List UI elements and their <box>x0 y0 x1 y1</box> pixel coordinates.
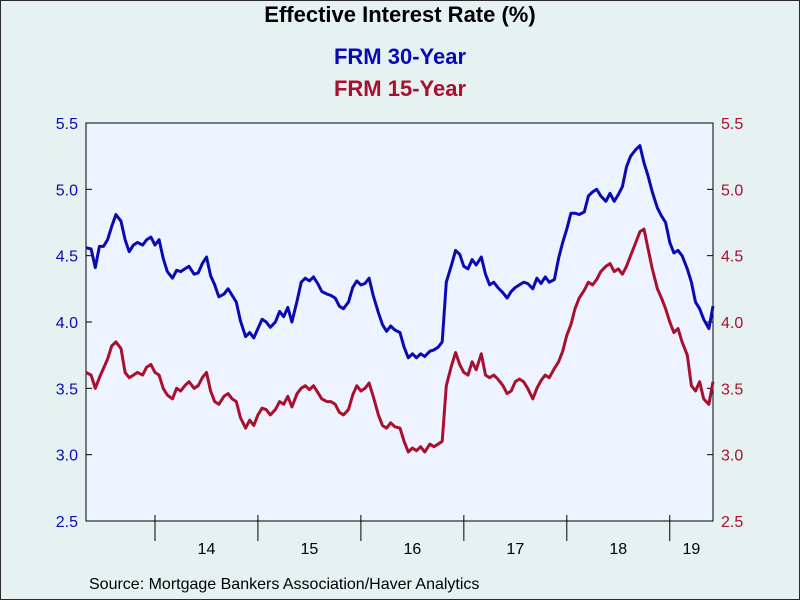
y-tick-label-right: 5.0 <box>721 182 743 199</box>
chart-title: Effective Interest Rate (%) <box>264 2 536 27</box>
legend-entry-frm-30-year: FRM 30-Year <box>333 44 467 69</box>
y-tick-label-right: 4.0 <box>721 315 743 332</box>
series-line-frm-15-year <box>85 227 715 454</box>
y-tick-label-right: 3.5 <box>721 381 743 398</box>
x-tick-label: 19 <box>682 541 700 558</box>
x-tick-label: 15 <box>301 541 319 558</box>
x-tick-label: 18 <box>609 541 627 558</box>
y-tick-label-left: 3.0 <box>56 448 78 465</box>
plot-area <box>85 122 714 522</box>
y-tick-label-right: 5.5 <box>721 116 743 133</box>
y-tick-label-left: 4.0 <box>56 315 78 332</box>
y-tick-label-right: 3.0 <box>721 448 743 465</box>
y-tick-label-left: 2.5 <box>56 514 78 531</box>
x-tick-label: 17 <box>506 541 524 558</box>
y-tick-label-left: 3.5 <box>56 381 78 398</box>
y-tick-label-left: 5.5 <box>56 116 78 133</box>
y-tick-label-left: 5.0 <box>56 182 78 199</box>
series-line-frm-30-year <box>85 144 715 360</box>
source-note: Source: Mortgage Bankers Association/Hav… <box>89 576 480 593</box>
y-tick-label-right: 2.5 <box>721 514 743 531</box>
y-tick-label-right: 4.5 <box>721 249 743 266</box>
x-tick-label: 16 <box>403 541 421 558</box>
x-tick-label: 14 <box>198 541 216 558</box>
y-tick-label-left: 4.5 <box>56 249 78 266</box>
legend-entry-frm-15-year: FRM 15-Year <box>333 76 467 101</box>
